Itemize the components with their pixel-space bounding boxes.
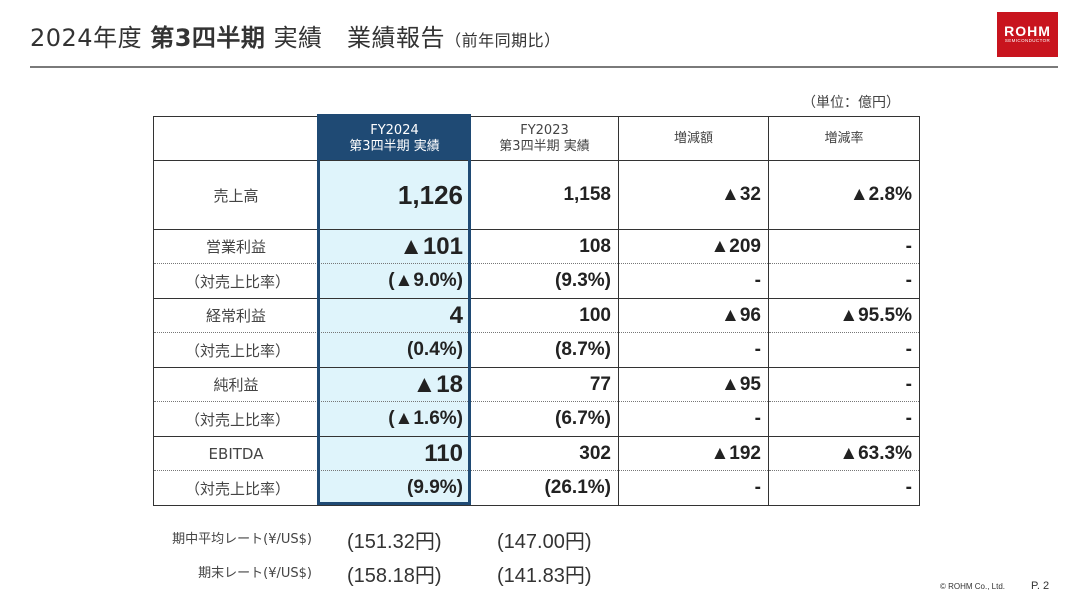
header-change: 増減額 <box>618 116 769 161</box>
rate-fy2023: (147.00円) <box>497 531 592 553</box>
row-label: （対売上比率） <box>153 470 319 506</box>
row-label: 経常利益 <box>153 298 319 333</box>
cell-fy2023: 302 <box>470 436 619 471</box>
table-row: （対売上比率） (▲1.6%) (6.7%) - - <box>153 401 920 437</box>
page-number: P. 2 <box>1031 580 1050 592</box>
cell-change: - <box>618 470 769 506</box>
title-main: 実績 業績報告 <box>273 24 446 52</box>
title-year: 2024年度 <box>30 24 143 52</box>
table-header-row: FY2024 第3四半期 実績 FY2023 第3四半期 実績 増減額 増減率 <box>153 116 920 161</box>
copyright: © ROHM Co., Ltd. <box>940 582 1006 591</box>
row-label: （対売上比率） <box>153 332 319 368</box>
cell-change: - <box>618 263 769 299</box>
rate-label: 期末レート(¥/US$) <box>198 566 312 581</box>
cell-fy2024: ▲18 <box>318 367 471 402</box>
cell-change: ▲95 <box>618 367 769 402</box>
cell-rate: - <box>768 401 920 437</box>
cell-fy2023: 1,158 <box>470 160 619 230</box>
cell-fy2024: 1,126 <box>318 160 471 230</box>
cell-fy2024: (0.4%) <box>318 332 471 368</box>
cell-change: ▲32 <box>618 160 769 230</box>
table-row: （対売上比率） (9.9%) (26.1%) - - <box>153 470 920 506</box>
header-blank <box>153 116 319 161</box>
table-row: 純利益 ▲18 77 ▲95 - <box>153 367 920 402</box>
row-label: EBITDA <box>153 436 319 471</box>
cell-change: - <box>618 332 769 368</box>
cell-fy2024: 110 <box>318 436 471 471</box>
cell-rate: - <box>768 263 920 299</box>
row-label: （対売上比率） <box>153 401 319 437</box>
cell-fy2024: (▲9.0%) <box>318 263 471 299</box>
header-rate: 増減率 <box>768 116 920 161</box>
table-row: （対売上比率） (▲9.0%) (9.3%) - - <box>153 263 920 299</box>
header-fy2024: FY2024 第3四半期 実績 <box>318 116 471 161</box>
table-row: EBITDA 110 302 ▲192 ▲63.3% <box>153 436 920 471</box>
cell-rate: - <box>768 367 920 402</box>
unit-note: （単位：億円） <box>802 95 900 111</box>
row-label: 売上高 <box>153 160 319 230</box>
table-row: 営業利益 ▲101 108 ▲209 - <box>153 229 920 264</box>
header-rate-label: 増減率 <box>824 130 864 146</box>
rohm-logo: ROHM SEMICONDUCTOR <box>997 12 1058 57</box>
header-change-label: 増減額 <box>673 130 713 146</box>
cell-fy2024: 4 <box>318 298 471 333</box>
cell-change: ▲96 <box>618 298 769 333</box>
cell-rate: ▲95.5% <box>768 298 920 333</box>
cell-fy2023: 108 <box>470 229 619 264</box>
cell-rate: ▲63.3% <box>768 436 920 471</box>
page-title: 2024年度 第3四半期 実績 業績報告（前年同期比） <box>30 18 561 53</box>
rate-fy2024: (151.32円) <box>347 531 442 553</box>
row-label: （対売上比率） <box>153 263 319 299</box>
row-label: 営業利益 <box>153 229 319 264</box>
header-fy2023-line2: 第3四半期 実績 <box>499 138 590 154</box>
rate-fy2023: (141.83円) <box>497 565 592 587</box>
cell-rate: ▲2.8% <box>768 160 920 230</box>
cell-rate: - <box>768 332 920 368</box>
cell-fy2023: 77 <box>470 367 619 402</box>
cell-fy2024: ▲101 <box>318 229 471 264</box>
cell-fy2024: (▲1.6%) <box>318 401 471 437</box>
cell-rate: - <box>768 470 920 506</box>
logo-main-text: ROHM <box>1004 23 1051 39</box>
cell-change: ▲209 <box>618 229 769 264</box>
rate-label: 期中平均レート(¥/US$) <box>172 532 312 547</box>
header-fy2023: FY2023 第3四半期 実績 <box>470 116 619 161</box>
cell-fy2024: (9.9%) <box>318 470 471 506</box>
cell-fy2023: (26.1%) <box>470 470 619 506</box>
row-label: 純利益 <box>153 367 319 402</box>
logo-sub-text: SEMICONDUCTOR <box>1004 38 1051 43</box>
cell-rate: - <box>768 229 920 264</box>
header-fy2024-line2: 第3四半期 実績 <box>349 138 440 154</box>
header-fy2024-line1: FY2024 <box>370 122 419 138</box>
title-period: 第3四半期 <box>150 24 266 52</box>
cell-change: ▲192 <box>618 436 769 471</box>
table-row: 経常利益 4 100 ▲96 ▲95.5% <box>153 298 920 333</box>
cell-fy2023: 100 <box>470 298 619 333</box>
results-table: FY2024 第3四半期 実績 FY2023 第3四半期 実績 増減額 増減率 売上… <box>153 116 920 506</box>
cell-fy2023: (9.3%) <box>470 263 619 299</box>
cell-fy2023: (8.7%) <box>470 332 619 368</box>
cell-change: - <box>618 401 769 437</box>
header-divider <box>30 66 1058 68</box>
table-row: 売上高 1,126 1,158 ▲32 ▲2.8% <box>153 160 920 230</box>
title-note: （前年同期比） <box>445 31 561 50</box>
rate-fy2024: (158.18円) <box>347 565 442 587</box>
header-fy2023-line1: FY2023 <box>520 122 569 138</box>
cell-fy2023: (6.7%) <box>470 401 619 437</box>
table-row: （対売上比率） (0.4%) (8.7%) - - <box>153 332 920 368</box>
